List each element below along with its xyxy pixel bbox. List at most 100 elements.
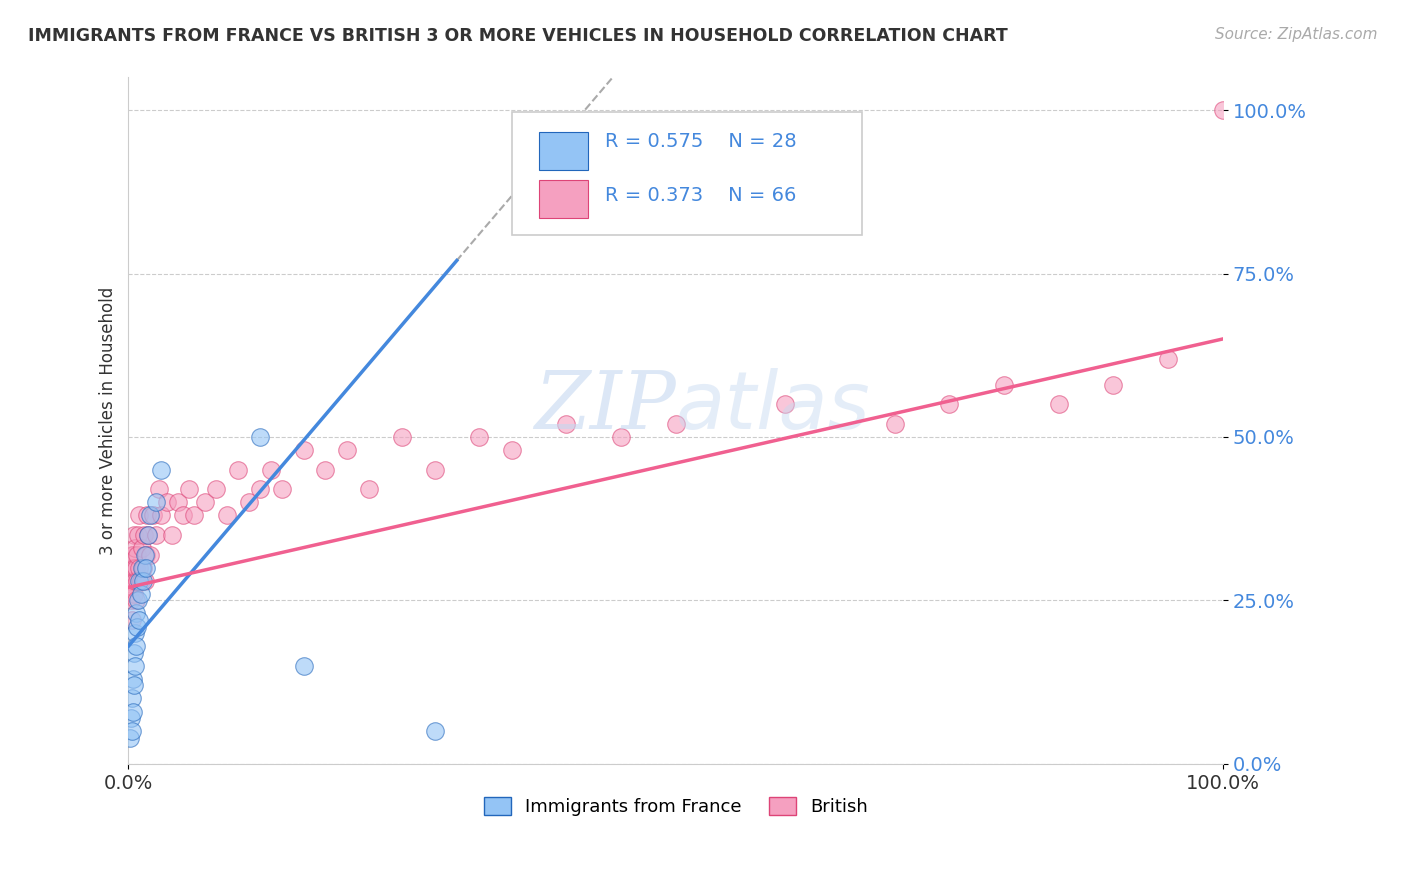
Point	[610, 430, 633, 444]
Point	[773, 397, 796, 411]
Point	[121, 574, 143, 588]
Point	[134, 548, 156, 562]
Point	[121, 548, 143, 562]
Point	[121, 691, 143, 706]
Point	[128, 560, 150, 574]
Point	[194, 495, 217, 509]
Point	[131, 560, 153, 574]
Point	[125, 593, 148, 607]
Point	[1157, 351, 1180, 366]
Point	[125, 607, 148, 621]
Point	[120, 711, 142, 725]
Point	[467, 430, 489, 444]
Point	[148, 483, 170, 497]
Point	[292, 443, 315, 458]
Point	[162, 528, 184, 542]
Point	[883, 417, 905, 431]
Text: IMMIGRANTS FROM FRANCE VS BRITISH 3 OR MORE VEHICLES IN HOUSEHOLD CORRELATION CH: IMMIGRANTS FROM FRANCE VS BRITISH 3 OR M…	[28, 27, 1008, 45]
Point	[136, 528, 159, 542]
Point	[177, 483, 200, 497]
Point	[122, 587, 145, 601]
Point	[359, 483, 381, 497]
Point	[166, 495, 188, 509]
Point	[993, 377, 1015, 392]
Point	[129, 574, 152, 588]
Text: R = 0.575    N = 28: R = 0.575 N = 28	[605, 132, 796, 152]
Bar	[538, 132, 588, 170]
Point	[124, 574, 146, 588]
Point	[172, 508, 194, 523]
Point	[336, 443, 359, 458]
Point	[129, 587, 152, 601]
Point	[423, 463, 446, 477]
Point	[122, 528, 145, 542]
Point	[131, 560, 153, 574]
Point	[121, 724, 143, 739]
Point	[135, 560, 157, 574]
Point	[1212, 103, 1234, 117]
Point	[665, 417, 688, 431]
Point	[555, 417, 578, 431]
Point	[127, 574, 149, 588]
Bar	[538, 180, 588, 219]
Point	[118, 731, 141, 745]
Point	[156, 495, 179, 509]
Point	[122, 678, 145, 692]
Point	[135, 548, 157, 562]
Point	[139, 508, 162, 523]
Point	[128, 613, 150, 627]
Point	[136, 528, 159, 542]
Point	[150, 463, 173, 477]
Point	[139, 548, 162, 562]
Point	[205, 483, 228, 497]
Point	[131, 541, 153, 555]
Point	[238, 495, 260, 509]
Point	[215, 508, 238, 523]
Point	[122, 560, 145, 574]
Point	[125, 639, 148, 653]
Point	[121, 613, 143, 627]
Point	[120, 560, 142, 574]
Point	[150, 508, 173, 523]
Point	[128, 508, 150, 523]
Point	[122, 646, 145, 660]
Point	[132, 528, 155, 542]
Point	[127, 528, 149, 542]
Point	[124, 626, 146, 640]
Point	[124, 541, 146, 555]
Point	[183, 508, 205, 523]
Text: ZIP: ZIP	[534, 368, 676, 446]
Point	[145, 528, 167, 542]
Text: R = 0.373    N = 66: R = 0.373 N = 66	[605, 186, 796, 205]
Point	[124, 658, 146, 673]
Point	[501, 443, 523, 458]
Point	[127, 548, 149, 562]
Point	[136, 508, 159, 523]
Point	[249, 430, 271, 444]
Point	[145, 495, 167, 509]
Point	[134, 574, 156, 588]
Point	[292, 658, 315, 673]
Point	[249, 483, 271, 497]
Text: atlas: atlas	[676, 368, 870, 446]
Point	[226, 463, 249, 477]
Point	[260, 463, 283, 477]
Point	[314, 463, 336, 477]
Point	[1102, 377, 1125, 392]
FancyBboxPatch shape	[512, 112, 862, 235]
Point	[125, 560, 148, 574]
Point	[121, 548, 143, 562]
Point	[391, 430, 413, 444]
Point	[121, 705, 143, 719]
Legend: Immigrants from France, British: Immigrants from France, British	[477, 789, 875, 823]
Y-axis label: 3 or more Vehicles in Household: 3 or more Vehicles in Household	[100, 286, 117, 555]
Point	[270, 483, 292, 497]
Point	[1047, 397, 1070, 411]
Point	[118, 574, 141, 588]
Point	[127, 593, 149, 607]
Text: Source: ZipAtlas.com: Source: ZipAtlas.com	[1215, 27, 1378, 42]
Point	[128, 574, 150, 588]
Point	[121, 672, 143, 686]
Point	[141, 508, 163, 523]
Point	[131, 574, 153, 588]
